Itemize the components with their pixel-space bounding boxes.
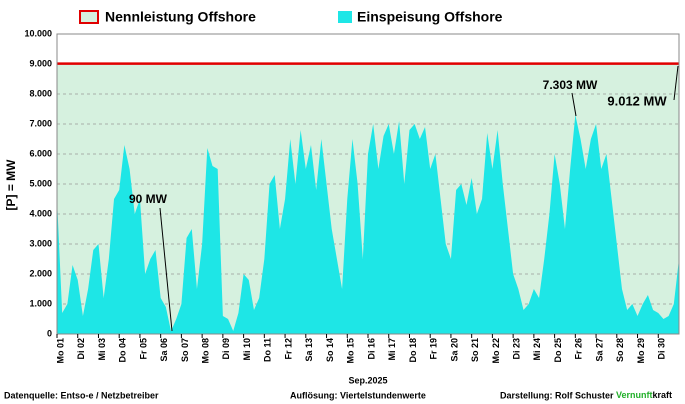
x-tick-label: Sa 06 xyxy=(159,338,169,362)
x-tick-label: So 21 xyxy=(470,338,480,362)
legend-label: Einspeisung Offshore xyxy=(357,9,503,25)
annotation-leader xyxy=(159,207,173,332)
y-tick-label: 0 xyxy=(47,328,52,338)
x-tick-label: So 28 xyxy=(615,338,625,362)
x-tick-label: Di 16 xyxy=(366,338,376,360)
y-tick-label: 5.000 xyxy=(29,178,52,188)
x-tick-label: Do 11 xyxy=(263,338,273,362)
y-tick-label: 8.000 xyxy=(29,88,52,98)
y-tick-label: 7.000 xyxy=(29,118,52,128)
y-axis-label: [P] = MW xyxy=(4,159,18,211)
y-tick-label: 9.000 xyxy=(29,58,52,68)
y-tick-label: 10.000 xyxy=(24,28,52,38)
brand-part: kraft xyxy=(653,390,673,400)
x-tick-label: Di 30 xyxy=(657,338,667,360)
x-tick-label: Fr 26 xyxy=(574,338,584,360)
area xyxy=(57,114,679,334)
x-axis-label: Sep.2025 xyxy=(348,375,387,385)
legend-swatch xyxy=(338,11,352,23)
x-tick-label: So 07 xyxy=(180,338,190,362)
footer-author: Darstellung: Rolf Schuster xyxy=(500,390,614,400)
x-tick-label: Mo 15 xyxy=(346,338,356,364)
x-tick-label: Do 04 xyxy=(118,338,128,363)
footer-resolution: Auflösung: Viertelstundenwerte xyxy=(290,390,426,400)
x-tick-label: Mi 03 xyxy=(97,338,107,361)
annotation: 90 MW xyxy=(129,192,168,206)
y-tick-label: 3.000 xyxy=(29,238,52,248)
y-tick-label: 1.000 xyxy=(29,298,52,308)
x-tick-label: Di 09 xyxy=(221,338,231,360)
y-tick-label: 2.000 xyxy=(29,268,52,278)
x-tick-label: Sa 20 xyxy=(449,338,459,362)
annotation: 9.012 MW xyxy=(607,93,667,108)
x-tick-label: Sa 13 xyxy=(304,338,314,362)
footer-source: Datenquelle: Entso-e / Netzbetreiber xyxy=(4,390,159,400)
x-tick-label: Mi 10 xyxy=(242,338,252,361)
x-tick-label: Mi 17 xyxy=(387,338,397,361)
legend-label: Nennleistung Offshore xyxy=(105,9,256,25)
x-tick-label: Mo 22 xyxy=(491,338,501,364)
footer-brand: Vernunftkraft xyxy=(616,390,672,400)
x-tick-label: Fr 19 xyxy=(429,338,439,360)
x-tick-label: Sa 27 xyxy=(594,338,604,362)
y-tick-label: 6.000 xyxy=(29,148,52,158)
x-tick-label: Mo 01 xyxy=(55,338,65,364)
x-tick-label: Di 02 xyxy=(76,338,86,360)
legend-swatch xyxy=(79,10,99,24)
brand-part: Vernunft xyxy=(616,390,653,400)
x-tick-label: Fr 12 xyxy=(283,338,293,360)
x-tick-label: So 14 xyxy=(325,338,335,362)
annotation-leader xyxy=(673,65,679,101)
x-tick-label: Fr 05 xyxy=(138,338,148,360)
annotation: 7.303 MW xyxy=(543,78,598,92)
x-tick-label: Do 25 xyxy=(553,338,563,363)
y-tick-label: 4.000 xyxy=(29,208,52,218)
annotation-leader xyxy=(571,92,577,117)
x-tick-label: Di 23 xyxy=(512,338,522,360)
x-tick-label: Mo 08 xyxy=(201,338,211,364)
x-tick-label: Mo 29 xyxy=(636,338,646,364)
x-tick-label: Mi 24 xyxy=(532,338,542,361)
x-tick-label: Do 18 xyxy=(408,338,418,363)
